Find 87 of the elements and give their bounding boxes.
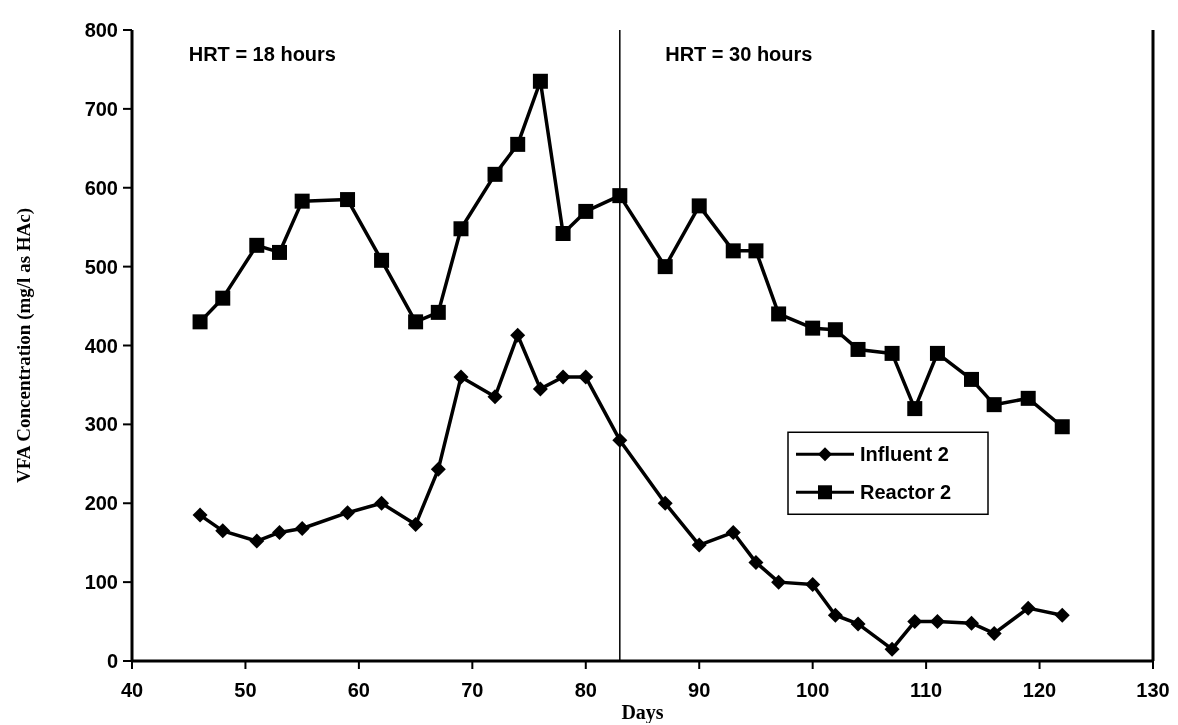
point: [884, 345, 900, 361]
point: [884, 641, 900, 657]
point: [748, 243, 764, 259]
point: [249, 237, 265, 253]
point: [487, 166, 503, 182]
point: [340, 192, 356, 208]
y-axis-title: VFA Concentration (mg/l as HAc): [13, 207, 35, 484]
point: [657, 259, 673, 275]
point: [850, 616, 866, 632]
point: [657, 495, 673, 511]
y-tick-label: 400: [84, 334, 118, 357]
point: [612, 188, 628, 204]
point: [215, 523, 231, 539]
point: [192, 314, 208, 330]
x-tick-label: 70: [461, 679, 484, 701]
legend-label: Reactor 2: [860, 481, 952, 504]
point: [374, 495, 390, 511]
point: [612, 432, 628, 448]
point: [271, 524, 287, 540]
point: [453, 221, 469, 237]
point: [725, 243, 741, 259]
point: [215, 290, 231, 306]
point: [907, 614, 923, 630]
point: [929, 345, 945, 361]
point: [453, 369, 469, 385]
point: [1054, 419, 1070, 435]
annotation: HRT = 30 hours: [665, 42, 813, 65]
point: [555, 369, 571, 385]
point: [408, 517, 424, 533]
x-tick-label: 80: [574, 679, 597, 701]
point: [907, 401, 923, 417]
x-tick-label: 120: [1022, 679, 1057, 701]
point: [374, 252, 390, 268]
point: [805, 320, 821, 336]
point: [986, 625, 1002, 641]
point: [1020, 390, 1036, 406]
x-tick-label: 40: [120, 679, 144, 701]
y-tick-label: 100: [84, 571, 118, 594]
x-tick-label: 50: [234, 679, 257, 701]
point: [1020, 600, 1036, 616]
point: [963, 615, 979, 631]
y-tick-label: 700: [84, 97, 118, 120]
point: [827, 322, 843, 338]
point: [1054, 607, 1070, 623]
point: [408, 314, 424, 330]
point: [691, 537, 707, 553]
point: [430, 461, 446, 477]
point: [963, 371, 979, 387]
point: [771, 574, 787, 590]
x-tick-label: 110: [909, 679, 943, 701]
point: [294, 193, 310, 209]
point: [929, 614, 945, 630]
point: [805, 576, 821, 592]
point: [771, 306, 787, 322]
point: [294, 520, 310, 536]
point: [249, 533, 265, 549]
point: [578, 203, 594, 219]
point: [691, 198, 707, 214]
x-tick-label: 90: [688, 679, 711, 701]
point: [850, 341, 866, 357]
point: [532, 381, 548, 397]
point: [510, 327, 526, 343]
x-axis-title: Days: [621, 701, 664, 724]
point: [827, 607, 843, 623]
x-tick-label: 130: [1136, 679, 1170, 701]
point: [748, 554, 764, 570]
y-tick-label: 300: [84, 413, 118, 436]
y-tick-label: 600: [84, 176, 118, 199]
x-tick-label: 100: [795, 679, 830, 701]
point: [986, 397, 1002, 413]
point: [340, 505, 356, 521]
point: [578, 369, 594, 385]
point: [487, 389, 503, 405]
point: [725, 524, 741, 540]
point: [430, 304, 446, 320]
y-tick-label: 0: [106, 650, 118, 672]
x-tick-label: 60: [347, 679, 371, 701]
point: [555, 226, 571, 241]
y-tick-label: 500: [84, 255, 118, 278]
y-tick-label: 200: [84, 492, 118, 515]
annotation: HRT = 18 hours: [188, 42, 336, 65]
legend-label: Influent 2: [860, 443, 949, 466]
point: [271, 244, 287, 260]
point: [192, 507, 208, 523]
point: [510, 136, 526, 152]
point: [532, 73, 548, 89]
y-tick-label: 800: [84, 19, 118, 41]
